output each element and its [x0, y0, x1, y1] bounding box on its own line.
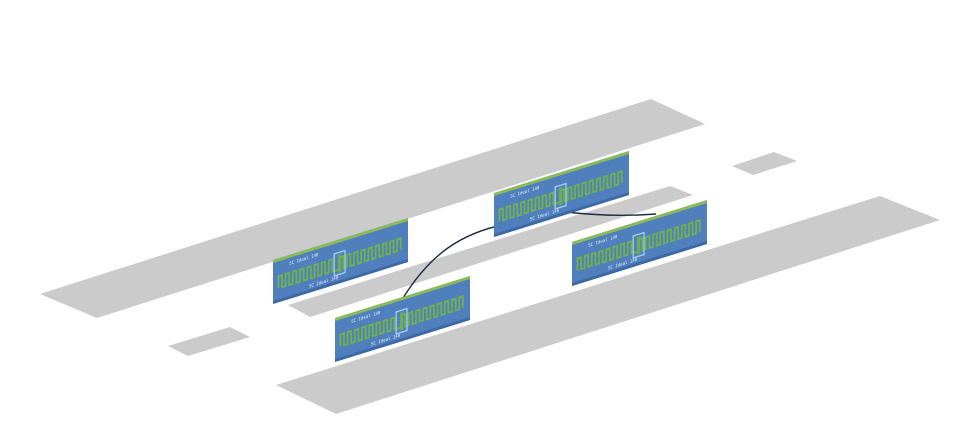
- platform-slabs: [40, 99, 940, 414]
- slab-small-left: [168, 327, 250, 356]
- slab-upper-long: [40, 99, 705, 318]
- slab-lower-long: [276, 196, 940, 414]
- slab-middle-strip: [288, 186, 693, 317]
- slab-small-right: [732, 152, 797, 175]
- wires: [402, 211, 657, 299]
- wire-center-to-right: [565, 211, 657, 217]
- wire-bottom-left-to-center: [402, 223, 508, 299]
